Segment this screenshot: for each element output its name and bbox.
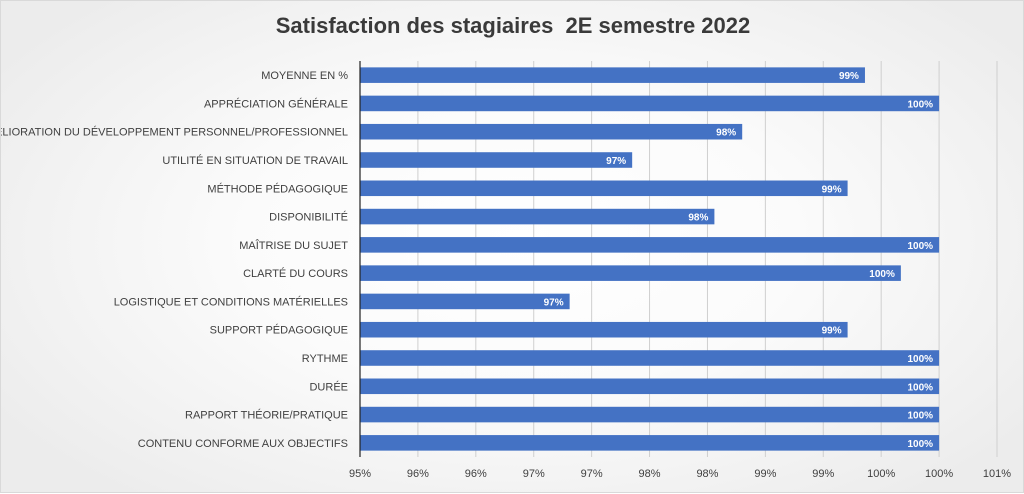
category-label: SUPPORT PÉDAGOGIQUE [210,324,348,337]
category-label: DISPONIBILITÉ [269,211,348,224]
data-label: 99% [822,184,842,195]
data-label: 100% [908,411,934,422]
bar [360,378,940,395]
data-label: 100% [908,382,934,393]
category-label: AMÉLIORATION DU DÉVELOPPEMENT PERSONNEL/… [1,126,348,139]
chart-title: Satisfaction des stagiaires 2E semestre … [275,13,751,38]
data-label: 100% [869,269,895,280]
bar [360,208,715,225]
gridlines [359,61,998,457]
category-label: MOYENNE EN % [261,70,348,82]
bar [360,237,940,253]
bar [360,180,848,197]
bar [360,293,570,310]
data-label: 97% [544,297,564,308]
data-label: 100% [908,439,934,450]
data-label: 100% [908,241,934,252]
category-label: APPRÉCIATION GÉNÉRALE [204,97,348,110]
bar [360,435,940,451]
category-label: RAPPORT THÉORIE/PRATIQUE [185,409,348,422]
x-tick-label: 96% [407,468,429,480]
bar [360,406,940,423]
data-label: 99% [839,71,859,82]
data-label: 98% [716,128,736,139]
x-tick-label: 97% [523,468,545,480]
category-labels: MOYENNE EN % APPRÉCIATION GÉNÉRALE AMÉLIOR… [1,70,348,450]
bar [360,350,940,366]
bars [360,67,940,451]
x-tick-label: 101% [983,468,1011,480]
x-tick-label: 97% [581,468,603,480]
category-label: MÉTHODE PÉDAGOGIQUE [207,182,348,195]
data-labels: 99% 100% 98% 97% 99% 98% 100% 100% 97% 99% 100% 100… [544,71,934,450]
data-label: 100% [908,354,934,365]
x-tick-label: 100% [867,468,895,480]
bar [360,152,633,168]
data-label: 97% [606,156,626,167]
category-label: RYTHME [302,353,348,365]
bar [360,321,848,338]
x-tick-label: 98% [696,468,718,480]
x-tick-label: 98% [639,468,661,480]
bar [360,123,743,140]
bar [360,67,865,83]
bar [360,265,901,281]
category-label: UTILITÉ EN SITUATION DE TRAVAIL [162,154,348,167]
x-tick-label: 99% [754,468,776,480]
x-tick-label: 95% [349,468,371,480]
category-label: CLARTÉ DU COURS [243,267,348,280]
category-label: LOGISTIQUE ET CONDITIONS MATÉRIELLES [114,295,348,308]
data-label: 98% [688,213,708,224]
x-axis-ticks: 95% 96% 96% 97% 97% 98% 98% 99% 99% 100% 100% 101% [349,468,1011,480]
bar [360,95,940,112]
x-tick-label: 96% [465,468,487,480]
x-tick-label: 99% [812,468,834,480]
category-label: CONTENU CONFORME AUX OBJECTIFS [138,438,348,450]
x-tick-label: 100% [925,468,953,480]
category-label: MAÎTRISE DU SUJET [239,239,348,252]
data-label: 100% [908,99,934,110]
category-label: DURÉE [309,380,348,393]
data-label: 99% [822,326,842,337]
